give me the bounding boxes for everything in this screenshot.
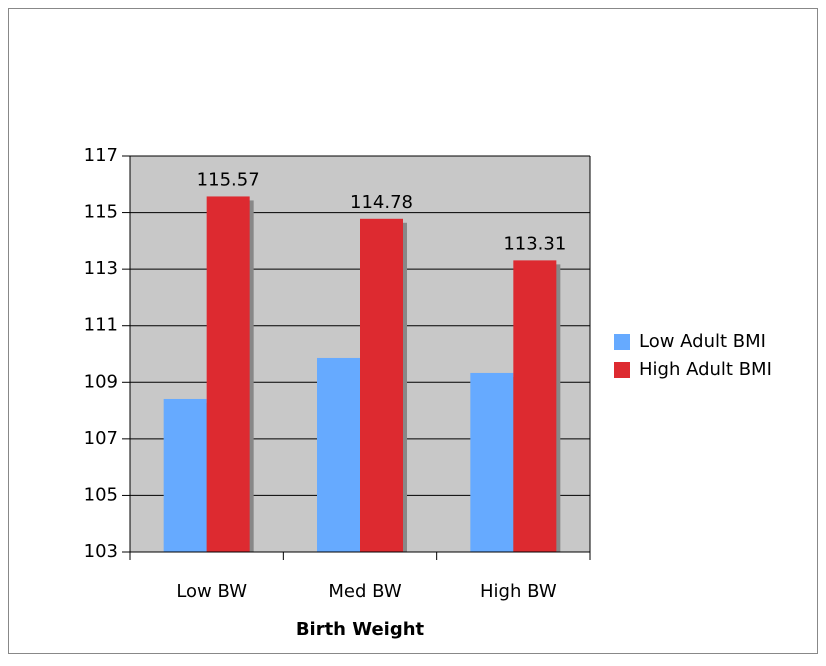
- bar: [163, 398, 207, 552]
- y-tick-label: 105: [84, 484, 118, 505]
- x-axis-label: Birth Weight: [296, 619, 425, 640]
- y-tick-label: 115: [84, 202, 118, 223]
- bar: [317, 357, 360, 552]
- data-label: 113.31: [503, 233, 566, 254]
- data-label: 115.57: [197, 169, 260, 190]
- y-tick-label: 111: [84, 315, 118, 336]
- y-tick-label: 109: [84, 371, 118, 392]
- bar: [513, 260, 557, 552]
- legend-label: Low Adult BMI: [639, 331, 766, 352]
- bar: [360, 218, 403, 552]
- x-tick-label: High BW: [480, 581, 557, 602]
- y-tick-label: 107: [84, 428, 118, 449]
- y-tick-label: 117: [84, 145, 118, 166]
- legend-swatch: [614, 334, 630, 350]
- legend-label: High Adult BMI: [639, 359, 772, 380]
- y-tick-label: 113: [84, 258, 118, 279]
- legend-swatch: [614, 362, 630, 378]
- y-tick-label: 103: [84, 541, 118, 562]
- x-tick-label: Low BW: [176, 581, 247, 602]
- x-tick-label: Med BW: [328, 581, 401, 602]
- bar: [470, 372, 514, 552]
- bar: [206, 196, 250, 552]
- data-label: 114.78: [350, 192, 413, 213]
